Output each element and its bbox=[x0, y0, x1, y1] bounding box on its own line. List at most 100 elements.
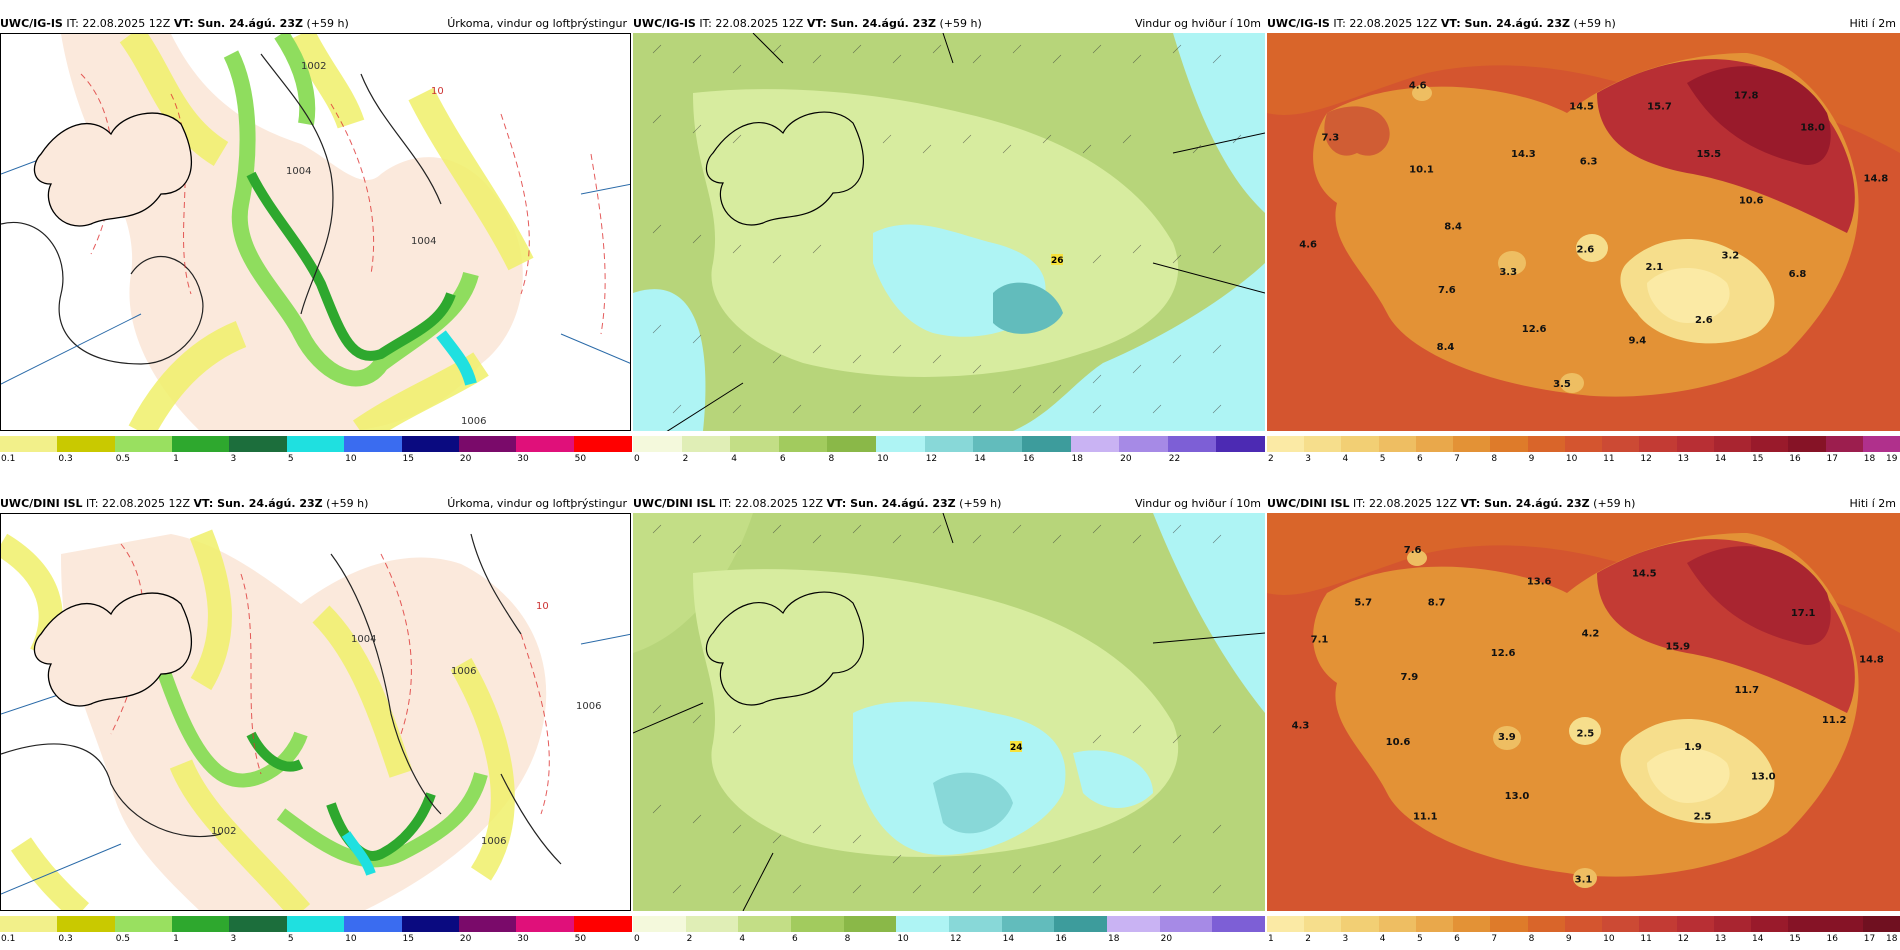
colorbar-swatch bbox=[401, 436, 460, 452]
precip-green bbox=[246, 731, 436, 861]
colorbar-swatch bbox=[1216, 436, 1266, 452]
colorbar-swatch bbox=[827, 436, 877, 452]
colorbar-tick-label: 8 bbox=[844, 934, 851, 944]
colorbar-swatch bbox=[1862, 916, 1900, 932]
colorbar-tick-label: 16 bbox=[1022, 454, 1035, 464]
colorbar-swatch bbox=[1453, 436, 1492, 452]
colorbar-tick-label: 1 bbox=[173, 934, 179, 944]
temperature-value-label: 6.8 bbox=[1789, 269, 1807, 280]
colorbar-tick-label: 16 bbox=[1789, 454, 1801, 464]
temperature-value-label: 1.9 bbox=[1684, 742, 1702, 753]
colorbar-swatch bbox=[1341, 916, 1380, 932]
colorbar-tick-label: 10 bbox=[877, 454, 889, 464]
lead-time: (+59 h) bbox=[1573, 17, 1616, 30]
wind-map[interactable]: 24 bbox=[633, 513, 1265, 911]
colorbar: 0 2 4 6 8 10 12 14 16 18 20 bbox=[633, 916, 1266, 946]
colorbar-swatch bbox=[0, 436, 58, 452]
colorbar-swatch bbox=[1676, 436, 1715, 452]
colorbar-swatch bbox=[949, 916, 1002, 932]
colorbar-tick-label: 4 bbox=[1342, 454, 1349, 464]
colorbar-swatch bbox=[791, 916, 844, 932]
colorbar-swatch bbox=[1212, 916, 1266, 932]
colorbar-swatch bbox=[896, 916, 950, 932]
isobar-label: 10 bbox=[431, 86, 444, 97]
colorbar-tick-label: 18 bbox=[1863, 454, 1876, 464]
precip-map[interactable]: 1004 1006 1002 1006 1006 10 bbox=[0, 513, 631, 911]
colorbar: 2 3 4 5 6 7 8 9 10 11 12 13 14 15 16 17 18 19 bbox=[1267, 436, 1900, 466]
colorbar-tick-label: 12 bbox=[925, 454, 938, 464]
colorbar-tick-label: 50 bbox=[574, 454, 587, 464]
wind-map[interactable]: 26 bbox=[633, 33, 1265, 431]
temperature-value-label: 2.5 bbox=[1694, 812, 1712, 823]
precip-light-band bbox=[1, 529, 515, 910]
colorbar-tick-label: 0.5 bbox=[115, 934, 131, 944]
precip-heavy bbox=[436, 330, 477, 386]
colorbar-tick-label: 5 bbox=[1416, 934, 1423, 944]
colorbar-swatch bbox=[229, 916, 288, 932]
colorbar-swatch bbox=[286, 916, 345, 932]
colorbar-tick-label: 30 bbox=[517, 934, 529, 944]
colorbar-tick-label: 6 bbox=[1416, 454, 1423, 464]
temperature-value-label: 14.5 bbox=[1569, 101, 1594, 112]
colorbar-tick-label: 12 bbox=[950, 934, 962, 944]
region-borders bbox=[633, 513, 1265, 911]
colorbar-tick-label: 20 bbox=[459, 454, 472, 464]
valid-time: VT: Sun. 24.ágú. 23Z bbox=[193, 497, 323, 510]
panel-row2-temp: UWC/DINI ISL IT: 22.08.2025 12Z VT: Sun.… bbox=[1267, 495, 1900, 946]
colorbar-swatch bbox=[778, 436, 828, 452]
colorbar-tick-label: 11 bbox=[1603, 454, 1615, 464]
colorbar-tick-label: 12 bbox=[1677, 934, 1690, 944]
colorbar-tick-label: 9 bbox=[1565, 934, 1572, 944]
colorbar-swatch bbox=[57, 436, 116, 452]
colorbar-tick-label: 1 bbox=[173, 454, 179, 464]
colorbar-swatch bbox=[516, 436, 575, 452]
colorbar-tick-label: 14 bbox=[1002, 934, 1015, 944]
temperature-value-label: 7.6 bbox=[1438, 285, 1456, 296]
wind-arrows bbox=[652, 44, 1242, 414]
temperature-value-label: 5.7 bbox=[1354, 597, 1372, 608]
temperature-value-label: 4.3 bbox=[1292, 720, 1310, 731]
colorbar-swatch bbox=[876, 436, 926, 452]
temperature-map[interactable]: 4.6 7.3 10.1 14.5 15.7 17.8 18.0 14.3 6.3 15.5 14.… bbox=[1267, 33, 1900, 431]
colorbar-swatch bbox=[229, 436, 288, 452]
colorbar-swatch bbox=[172, 436, 231, 452]
colorbar-tick-label: 13 bbox=[1677, 454, 1690, 464]
colorbar-swatch bbox=[730, 436, 780, 452]
variable-title: Hiti í 2m bbox=[1849, 497, 1896, 510]
temperature-value-label: 2.6 bbox=[1577, 244, 1595, 255]
panel-header: UWC/DINI ISL IT: 22.08.2025 12Z VT: Sun.… bbox=[0, 495, 631, 513]
temperature-value-label: 7.3 bbox=[1321, 133, 1339, 144]
panel-row1-precip: UWC/IG-IS IT: 22.08.2025 12Z VT: Sun. 24… bbox=[0, 15, 632, 466]
precip-map[interactable]: 1004 1002 1004 1006 10 bbox=[0, 33, 631, 431]
colorbar-tick-label: 15 bbox=[402, 934, 414, 944]
colorbar-swatch bbox=[1602, 916, 1641, 932]
colorbar-swatch bbox=[344, 436, 403, 452]
temperature-labels: 7.6 5.7 8.7 13.6 14.5 17.1 7.1 4.2 12.6 15.9 14.8 7… bbox=[1292, 545, 1884, 886]
colorbar-swatch bbox=[0, 916, 58, 932]
temperature-value-label: 7.6 bbox=[1404, 545, 1422, 556]
colorbar-tick-label: 2 bbox=[1268, 454, 1274, 464]
colorbar-tick-label: 0.1 bbox=[1, 454, 16, 464]
temperature-value-label: 12.6 bbox=[1522, 324, 1547, 335]
colorbar-tick-label: 19 bbox=[1886, 454, 1898, 464]
temperature-value-label: 3.2 bbox=[1722, 251, 1740, 262]
region-borders bbox=[666, 33, 1265, 431]
colorbar-tick-label: 17 bbox=[1826, 454, 1838, 464]
colorbar-swatch bbox=[1527, 436, 1566, 452]
variable-title: Vindur og hviður í 10m bbox=[1134, 497, 1261, 510]
colorbar-swatch bbox=[738, 916, 792, 932]
temperature-value-label: 7.9 bbox=[1401, 672, 1419, 683]
colorbar-tick-label: 9 bbox=[1528, 454, 1535, 464]
colorbar-tick-label: 3 bbox=[1342, 934, 1349, 944]
colorbar-swatch bbox=[1788, 436, 1827, 452]
temperature-labels: 4.6 7.3 10.1 14.5 15.7 17.8 18.0 14.3 6.3 15.5 14.… bbox=[1299, 81, 1888, 391]
temperature-value-label: 4.6 bbox=[1409, 81, 1427, 92]
lead-time: (+59 h) bbox=[1593, 497, 1636, 510]
colorbar-swatch bbox=[1304, 436, 1343, 452]
temperature-value-label: 13.6 bbox=[1527, 576, 1552, 587]
max-gust-label: 24 bbox=[1010, 743, 1023, 753]
colorbar-tick-label: 3 bbox=[1305, 454, 1311, 464]
colorbar-tick-label: 7 bbox=[1491, 934, 1498, 944]
colorbar-swatch bbox=[1490, 916, 1529, 932]
temperature-map[interactable]: 7.6 5.7 8.7 13.6 14.5 17.1 7.1 4.2 12.6 15.9 14.8 7… bbox=[1267, 513, 1900, 911]
